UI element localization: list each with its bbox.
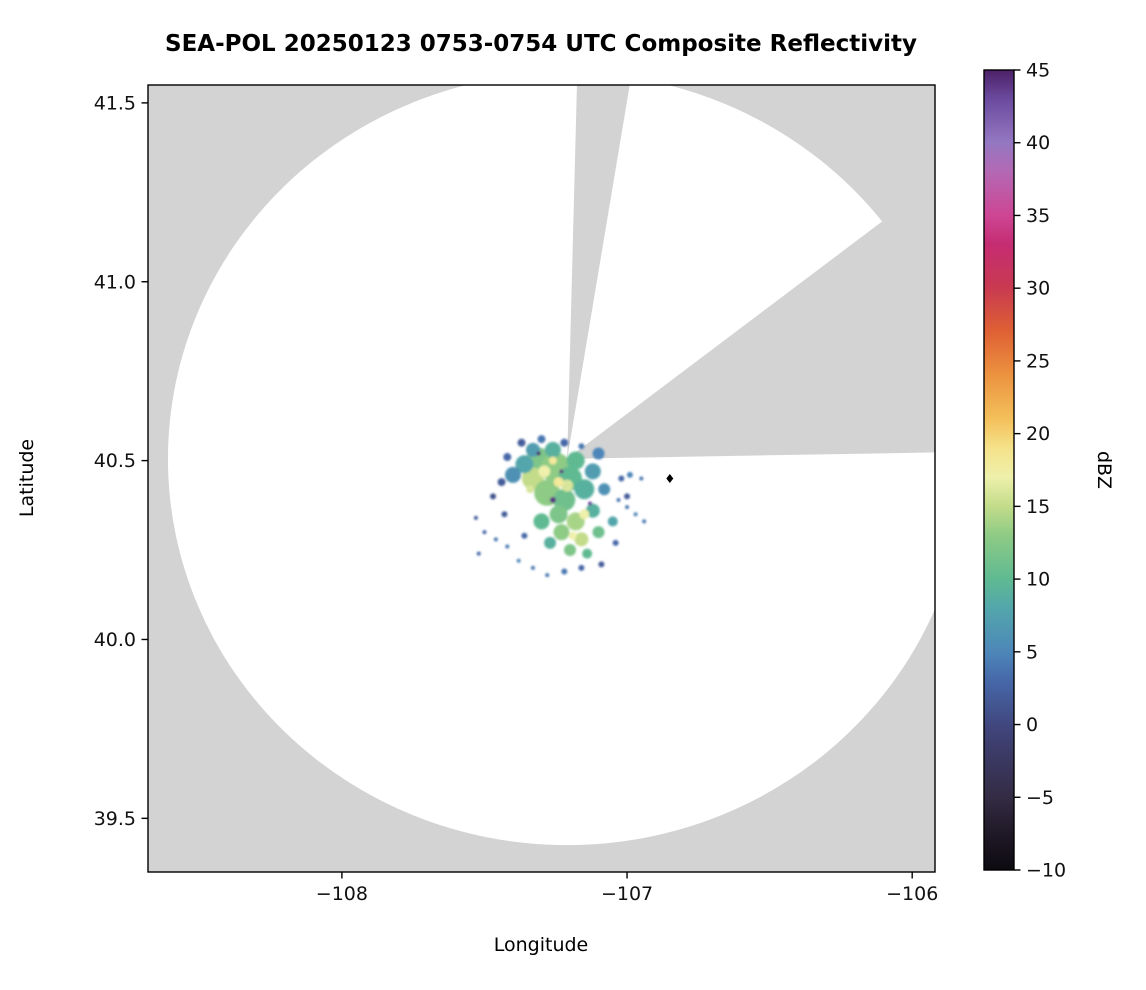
echo-blob: [579, 509, 590, 520]
colorbar-tick-label: 45: [1026, 60, 1050, 82]
echo-blob: [545, 573, 550, 578]
echo-blob: [574, 479, 595, 500]
echo-blob: [505, 544, 510, 549]
colorbar-tick-label: 0: [1026, 714, 1038, 736]
colorbar-tick-label: 25: [1026, 350, 1050, 372]
y-tick-label: 41.0: [94, 271, 136, 293]
chart-generated-layer: −108 −107 −106 39.5 40.0 40.5 41.0 41.5 −10 −5 0 5 1…: [94, 60, 1066, 906]
colorbar-tick-label: 20: [1026, 423, 1050, 445]
plot-area: [148, 85, 935, 872]
reflectivity-echo-field: [473, 435, 647, 578]
echo-blob: [592, 447, 605, 460]
chart-title: SEA-POL 20250123 0753-0754 UTC Composite…: [165, 31, 917, 57]
echo-blob: [526, 485, 535, 494]
x-tick-label: −108: [316, 883, 368, 905]
echo-blob: [482, 530, 487, 535]
echo-blob: [584, 463, 601, 480]
echo-blob: [607, 516, 618, 527]
y-tick-label: 40.5: [94, 450, 136, 472]
colorbar-tick-label: 5: [1026, 641, 1038, 663]
echo-blob: [633, 512, 638, 517]
echo-blob: [544, 441, 561, 458]
echo-blob: [548, 456, 557, 465]
echo-blob: [553, 477, 564, 488]
echo-blob: [538, 465, 551, 478]
echo-blob: [560, 438, 569, 447]
colorbar-tick-label: 15: [1026, 496, 1050, 518]
echo-blob: [561, 568, 568, 575]
echo-blob: [561, 479, 574, 492]
echo-blob: [553, 524, 570, 541]
echo-blob: [490, 493, 497, 500]
echo-blob: [587, 501, 592, 506]
echo-blob: [612, 539, 619, 546]
echo-blob: [585, 503, 600, 518]
echo-blob: [473, 515, 478, 520]
echo-blob: [549, 496, 556, 503]
echo-blob: [639, 476, 644, 481]
x-axis-ticks: −108 −107 −106: [316, 872, 938, 905]
echo-blob: [516, 558, 521, 563]
echo-blob: [536, 451, 541, 456]
echo-blob: [624, 493, 631, 500]
colorbar-tick-label: 40: [1026, 132, 1050, 154]
echo-blob: [497, 478, 506, 487]
echo-blob: [582, 548, 593, 559]
echo-blob: [568, 531, 577, 540]
echo-blob: [517, 438, 526, 447]
x-tick-label: −107: [601, 883, 653, 905]
colorbar: −10 −5 0 5 10 15 20 25 30 35 40 45: [983, 60, 1066, 882]
plot-border: [147, 84, 936, 873]
blocked-sector-wedge-1: [567, 181, 935, 459]
echo-blob: [598, 483, 611, 496]
colorbar-label: dBZ: [1093, 451, 1115, 489]
echo-blob: [504, 466, 521, 483]
echo-blob: [559, 469, 564, 474]
echo-blob: [493, 537, 498, 542]
echo-blob: [549, 505, 568, 524]
echo-blob: [616, 497, 621, 502]
echo-blob: [521, 532, 528, 539]
colorbar-tick-label: 35: [1026, 205, 1050, 227]
echo-blob: [525, 442, 540, 457]
echo-blob: [537, 435, 546, 444]
x-tick-label: −106: [886, 883, 938, 905]
echo-blob: [618, 475, 625, 482]
echo-blob: [598, 561, 605, 568]
echo-blob: [564, 544, 577, 557]
echo-blob: [625, 505, 630, 510]
location-marker-diamond: [666, 474, 674, 483]
echo-blob: [544, 536, 557, 549]
y-tick-label: 39.5: [94, 808, 136, 830]
colorbar-tick-label: −5: [1026, 787, 1054, 809]
echo-blob: [515, 455, 534, 474]
y-axis-label: Latitude: [16, 439, 38, 517]
echo-blob: [503, 453, 512, 462]
echo-blob: [626, 471, 633, 478]
y-tick-label: 41.5: [94, 92, 136, 114]
blocked-sector-wedge-0: [567, 85, 630, 459]
x-axis-label: Longitude: [494, 934, 589, 956]
echo-blob: [642, 519, 647, 524]
echo-blob: [578, 443, 585, 450]
echo-blob: [592, 526, 605, 539]
echo-blob: [574, 532, 589, 547]
echo-blob: [566, 451, 585, 470]
echo-blob: [501, 511, 508, 518]
colorbar-tick-label: 30: [1026, 278, 1050, 300]
y-axis-ticks: 39.5 40.0 40.5 41.0 41.5: [94, 92, 148, 830]
echo-blob: [533, 513, 550, 530]
echo-blob: [530, 565, 535, 570]
echo-blob: [578, 564, 585, 571]
colorbar-tick-label: −10: [1026, 860, 1066, 882]
colorbar-tick-label: 10: [1026, 569, 1050, 591]
echo-blob: [476, 551, 481, 556]
y-tick-label: 40.0: [94, 629, 136, 651]
colorbar-gradient-bar: [983, 69, 1015, 871]
